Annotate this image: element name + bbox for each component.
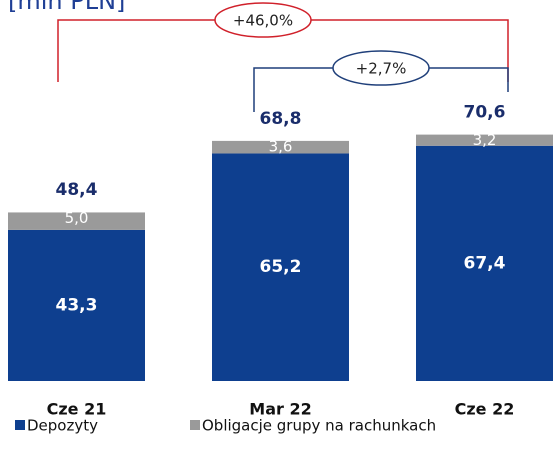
bar-segment xyxy=(212,140,349,154)
bar-segment xyxy=(8,212,145,230)
legend-label: Obligacje grupy na rachunkach xyxy=(202,417,436,435)
bracket xyxy=(57,19,509,82)
value-label: 3,6 xyxy=(269,137,293,155)
total-label: 48,4 xyxy=(56,180,98,200)
annotation: +2,7% xyxy=(356,60,407,78)
legend-label: Depozyty xyxy=(27,417,98,435)
total-label: 70,6 xyxy=(464,103,506,123)
value-label: 43,3 xyxy=(56,295,98,315)
legend-swatch xyxy=(15,420,25,430)
x-tick-label: Cze 21 xyxy=(47,400,107,419)
chart-title: [mln PLN] xyxy=(8,0,125,15)
bar-segment xyxy=(416,145,553,381)
bar-segment xyxy=(8,229,145,381)
x-tick-label: Cze 22 xyxy=(455,400,515,419)
value-label: 5,0 xyxy=(65,209,89,227)
bar-segment xyxy=(212,153,349,381)
value-label: 65,2 xyxy=(260,257,302,277)
bracket xyxy=(253,67,509,112)
total-label: 68,8 xyxy=(260,109,302,129)
x-tick-label: Mar 22 xyxy=(249,400,311,419)
legend-swatch xyxy=(190,420,200,430)
value-label: 3,2 xyxy=(473,131,497,149)
value-label: 67,4 xyxy=(464,253,506,273)
bar-segment xyxy=(416,134,553,146)
annotation-bubble xyxy=(214,2,312,38)
annotation-bubble xyxy=(332,50,430,86)
annotation: +46,0% xyxy=(233,12,293,30)
